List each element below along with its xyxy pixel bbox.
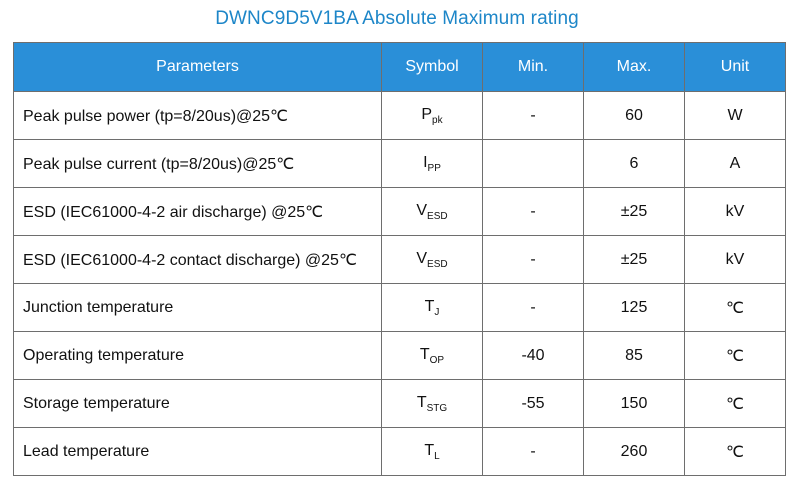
symbol-subscript: OP: [429, 354, 445, 366]
symbol-letter: I: [423, 153, 428, 171]
unit-cell: ℃: [684, 331, 786, 380]
symbol-cell: TJ: [381, 283, 483, 332]
parameter-cell: Junction temperature: [13, 283, 382, 332]
header-parameters: Parameters: [13, 42, 382, 92]
header-symbol: Symbol: [381, 42, 483, 92]
table-row: Storage temperature TSTG -55 150 ℃: [13, 379, 786, 428]
symbol-cell: VESD: [381, 235, 483, 284]
max-cell: 85: [583, 331, 685, 380]
symbol-cell: TOP: [381, 331, 483, 380]
max-cell: 60: [583, 91, 685, 140]
unit-cell: kV: [684, 235, 786, 284]
header-min: Min.: [482, 42, 584, 92]
page-title: DWNC9D5V1BA Absolute Maximum rating: [215, 8, 579, 29]
min-cell: -: [482, 427, 584, 476]
table-row: Lead temperature TL - 260 ℃: [13, 427, 786, 476]
symbol-cell: Ppk: [381, 91, 483, 140]
parameter-cell: ESD (IEC61000-4-2 contact discharge) @25…: [13, 235, 382, 284]
symbol-letter: T: [416, 393, 427, 411]
unit-cell: kV: [684, 187, 786, 236]
parameter-cell: Peak pulse power (tp=8/20us)@25℃: [13, 91, 382, 140]
symbol-letter: T: [424, 441, 435, 459]
symbol-subscript: STG: [426, 402, 448, 414]
unit-cell: W: [684, 91, 786, 140]
symbol-cell: TL: [381, 427, 483, 476]
max-cell: 125: [583, 283, 685, 332]
min-cell: -: [482, 283, 584, 332]
symbol-letter: T: [419, 345, 430, 363]
absolute-maximum-rating-table: Parameters Symbol Min. Max. Unit Peak pu…: [13, 42, 786, 476]
table-row: ESD (IEC61000-4-2 contact discharge) @25…: [13, 235, 786, 284]
unit-cell: ℃: [684, 427, 786, 476]
symbol-cell: VESD: [381, 187, 483, 236]
parameter-cell: Storage temperature: [13, 379, 382, 428]
min-cell: -: [482, 91, 584, 140]
table-row: Peak pulse current (tp=8/20us)@25℃ IPP 6…: [13, 139, 786, 188]
max-cell: ±25: [583, 187, 685, 236]
symbol-letter: T: [424, 297, 435, 315]
symbol-subscript: J: [434, 306, 440, 318]
max-cell: 6: [583, 139, 685, 188]
table-body: Peak pulse power (tp=8/20us)@25℃ Ppk - 6…: [13, 91, 786, 476]
parameter-cell: Lead temperature: [13, 427, 382, 476]
min-cell: [482, 139, 584, 188]
parameter-cell: ESD (IEC61000-4-2 air discharge) @25℃: [13, 187, 382, 236]
header-unit: Unit: [684, 42, 786, 92]
table-row: Peak pulse power (tp=8/20us)@25℃ Ppk - 6…: [13, 91, 786, 140]
symbol-cell: IPP: [381, 139, 483, 188]
symbol-subscript: pk: [432, 114, 443, 126]
table-row: Operating temperature TOP -40 85 ℃: [13, 331, 786, 380]
unit-cell: A: [684, 139, 786, 188]
table-row: ESD (IEC61000-4-2 air discharge) @25℃ VE…: [13, 187, 786, 236]
min-cell: -40: [482, 331, 584, 380]
header-row: Parameters Symbol Min. Max. Unit: [13, 42, 786, 92]
table-row: Junction temperature TJ - 125 ℃: [13, 283, 786, 332]
max-cell: 150: [583, 379, 685, 428]
table-header: Parameters Symbol Min. Max. Unit: [13, 42, 786, 92]
symbol-letter: V: [416, 201, 428, 219]
symbol-letter: V: [416, 249, 428, 267]
min-cell: -: [482, 187, 584, 236]
min-cell: -55: [482, 379, 584, 428]
min-cell: -: [482, 235, 584, 284]
symbol-subscript: L: [434, 450, 440, 462]
header-max: Max.: [583, 42, 685, 92]
unit-cell: ℃: [684, 379, 786, 428]
max-cell: ±25: [583, 235, 685, 284]
symbol-letter: P: [421, 105, 433, 123]
parameter-cell: Peak pulse current (tp=8/20us)@25℃: [13, 139, 382, 188]
parameter-cell: Operating temperature: [13, 331, 382, 380]
symbol-cell: TSTG: [381, 379, 483, 428]
symbol-subscript: ESD: [427, 258, 448, 270]
symbol-subscript: PP: [427, 162, 441, 174]
symbol-subscript: ESD: [427, 210, 448, 222]
unit-cell: ℃: [684, 283, 786, 332]
max-cell: 260: [583, 427, 685, 476]
